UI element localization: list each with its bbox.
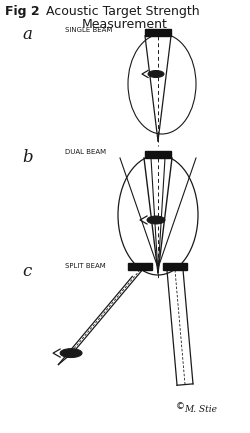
Text: Acoustic Target Strength: Acoustic Target Strength [38, 5, 200, 18]
Ellipse shape [147, 216, 165, 224]
Text: c: c [22, 263, 31, 280]
Bar [163, 263, 187, 270]
Text: ©: © [176, 402, 185, 411]
Bar [145, 29, 171, 36]
Text: Measurement: Measurement [82, 18, 168, 31]
Bar [128, 263, 152, 270]
Text: b: b [22, 149, 32, 166]
Ellipse shape [148, 71, 164, 78]
Text: a: a [22, 26, 32, 43]
Text: SPLIT BEAM: SPLIT BEAM [65, 263, 106, 269]
Text: DUAL BEAM: DUAL BEAM [65, 149, 106, 155]
Text: Fig 2: Fig 2 [5, 5, 40, 18]
Text: SINGLE BEAM: SINGLE BEAM [65, 27, 112, 33]
Ellipse shape [60, 349, 82, 358]
Bar [145, 151, 171, 158]
Text: M. Stie: M. Stie [184, 405, 217, 414]
